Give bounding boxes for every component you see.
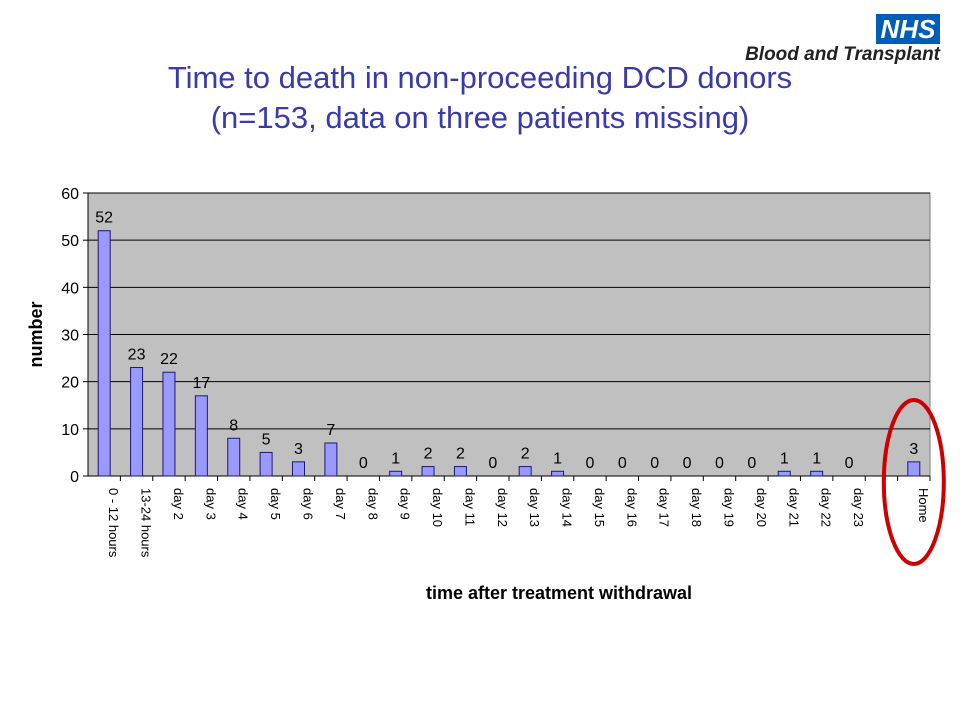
- x-axis-ticks: 0 - 12 hours 13-24 hours day 2 day 3 day 4 da…: [106, 476, 931, 558]
- x-tick-label: day 23: [851, 488, 866, 527]
- y-tick-label: 10: [61, 422, 79, 439]
- x-tick-label: day 8: [365, 488, 380, 520]
- bar: [810, 470, 824, 477]
- slide-title: Time to death in non-proceeding DCD dono…: [0, 58, 960, 138]
- slide-title-line-1: Time to death in non-proceeding DCD dono…: [167, 60, 793, 95]
- value-label: 0: [618, 455, 627, 472]
- value-label: 0: [359, 455, 368, 472]
- value-label: 3: [294, 441, 303, 458]
- value-label: 52: [95, 210, 113, 227]
- value-label: 1: [780, 450, 789, 467]
- bar: [292, 461, 305, 477]
- x-tick-label: day 4: [236, 488, 251, 520]
- y-tick-label: 30: [61, 328, 79, 345]
- x-tick-label: day 13: [527, 488, 542, 527]
- nhsbt-logo: NHS Blood and Transplant: [745, 8, 948, 68]
- nhs-logo-mark: NHS: [876, 14, 940, 44]
- x-tick-label: day 10: [430, 488, 445, 527]
- value-label: 2: [424, 446, 433, 463]
- bar: [97, 230, 111, 477]
- slide-title-line-2: (n=153, data on three patients missing): [210, 100, 750, 135]
- x-axis-label: time after treatment withdrawal: [426, 583, 692, 603]
- x-tick-label: day 15: [592, 488, 607, 527]
- value-label: 1: [391, 450, 400, 467]
- x-tick-label: day 2: [171, 488, 186, 520]
- x-tick-label: day 9: [398, 488, 413, 520]
- y-tick-label: 40: [61, 280, 79, 297]
- value-label: 0: [650, 455, 659, 472]
- bar: [194, 395, 208, 477]
- org-name: Blood and Transplant: [745, 44, 940, 65]
- value-label: 8: [229, 417, 238, 434]
- x-tick-label: day 22: [819, 488, 834, 527]
- bar: [421, 466, 435, 477]
- x-tick-label: day 5: [268, 488, 283, 520]
- y-tick-label: 0: [70, 469, 79, 486]
- bar: [389, 470, 403, 477]
- bar: [551, 470, 565, 477]
- x-tick-label: 0 - 12 hours: [106, 488, 121, 558]
- bar: [518, 466, 532, 477]
- value-label: 0: [715, 455, 724, 472]
- value-label: 0: [586, 455, 595, 472]
- bar: [227, 437, 241, 477]
- x-tick-label: day 20: [754, 488, 769, 527]
- y-axis-label: number: [26, 301, 46, 367]
- bar: [162, 371, 176, 477]
- value-label: 22: [160, 351, 178, 368]
- x-tick-label: day 19: [722, 488, 737, 527]
- x-tick-label: day 6: [301, 488, 316, 520]
- x-tick-label: day 18: [689, 488, 704, 527]
- value-label: 0: [488, 455, 497, 472]
- highlight-circle: [881, 398, 946, 566]
- x-tick-label: day 11: [462, 488, 477, 526]
- value-label: 23: [128, 347, 146, 364]
- value-label: 2: [521, 446, 530, 463]
- y-tick-label: 20: [61, 375, 79, 392]
- gridlines: [88, 192, 930, 430]
- x-tick-label: day 21: [786, 488, 801, 527]
- value-label: 3: [909, 441, 918, 458]
- x-tick-label: day 7: [333, 488, 348, 520]
- x-tick-label: 13-24 hours: [139, 488, 154, 558]
- value-label: 0: [845, 455, 854, 472]
- value-label: 0: [747, 455, 756, 472]
- bars: [97, 230, 921, 477]
- x-tick-label: day 14: [560, 488, 575, 527]
- value-label: 2: [456, 446, 465, 463]
- bar: [777, 470, 791, 477]
- value-label: 1: [553, 450, 562, 467]
- value-label: 5: [262, 431, 271, 448]
- x-tick-label: day 3: [203, 488, 218, 520]
- value-label: 7: [326, 422, 335, 439]
- bar: [130, 367, 144, 477]
- bar: [907, 461, 921, 477]
- bar: [324, 442, 338, 477]
- x-tick-label: day 12: [495, 488, 510, 527]
- x-tick-label: Home: [916, 488, 931, 523]
- value-label: 17: [192, 375, 210, 392]
- y-tick-label: 50: [61, 233, 79, 250]
- bar: [259, 451, 273, 477]
- x-tick-label: day 16: [624, 488, 639, 527]
- x-tick-label: day 17: [657, 488, 672, 527]
- bar: [453, 466, 467, 477]
- value-label: 1: [812, 450, 821, 467]
- value-label: 0: [683, 455, 692, 472]
- y-tick-label: 60: [61, 186, 79, 203]
